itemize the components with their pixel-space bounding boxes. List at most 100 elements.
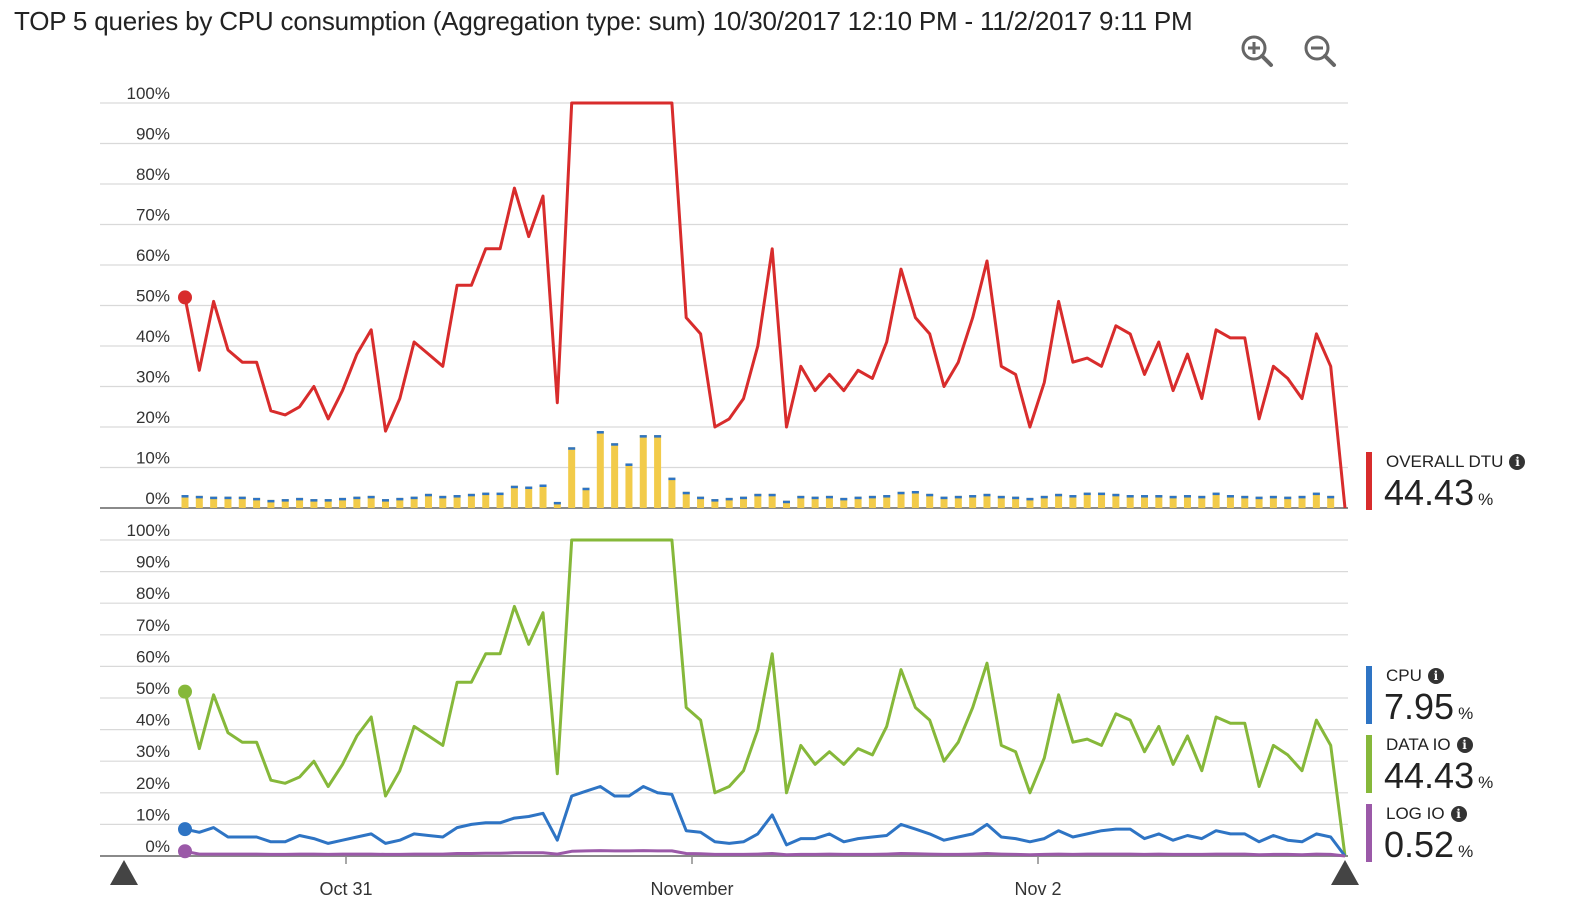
legend-text-data-io: DATA IO (1386, 735, 1451, 754)
bar (883, 495, 891, 508)
y-tick-label: 90% (136, 553, 170, 572)
bar-cap (1198, 495, 1206, 499)
bar-cap (482, 492, 490, 496)
info-icon[interactable]: i (1456, 737, 1473, 753)
bar (854, 496, 862, 508)
bar (983, 493, 991, 508)
bar (467, 493, 475, 508)
bar (424, 493, 432, 508)
y-tick-label: 20% (136, 774, 170, 793)
info-icon[interactable]: i (1427, 668, 1444, 684)
bar (768, 493, 776, 508)
bar (324, 499, 332, 508)
bar (1012, 496, 1020, 508)
bar (396, 497, 404, 508)
bar (1126, 495, 1134, 508)
bar-cap (596, 431, 604, 434)
bar (926, 493, 934, 508)
bar (410, 496, 418, 508)
bar (1040, 495, 1048, 508)
bar (210, 496, 218, 508)
bar (911, 490, 919, 508)
bar-cap (654, 435, 662, 438)
legend-label-overall-dtu: OVERALL DTU i (1386, 452, 1526, 472)
y-tick-label: 50% (136, 679, 170, 698)
bar (1269, 495, 1277, 508)
bottom-panel: 100% 90% 80% 70% 60% 50% 40% 30% 20% 10% 0% Oct 31 N… (100, 521, 1348, 899)
range-start-handle[interactable] (110, 860, 138, 885)
bar-cap (238, 496, 246, 500)
bar-cap (1026, 497, 1034, 501)
bar-cap (453, 495, 461, 498)
bar-cap (381, 499, 389, 502)
bar-cap (281, 499, 289, 502)
range-end-handle[interactable] (1331, 860, 1359, 885)
unit-data-io: % (1478, 773, 1494, 792)
bar (339, 497, 347, 508)
bar (1141, 495, 1149, 508)
bar (1083, 492, 1091, 508)
bar (1169, 495, 1177, 508)
bar (195, 495, 203, 508)
top-panel: 100% 90% 80% 70% 60% 50% 40% 30% 20% 10% 0% (100, 84, 1348, 509)
bar (267, 499, 275, 508)
bar-cap (1155, 495, 1163, 498)
bar-cap (911, 490, 919, 494)
zoom-in-button[interactable] (1240, 34, 1274, 68)
bar (482, 492, 490, 508)
y-tick-label: 0% (145, 489, 170, 508)
legend-value-overall-dtu: 44.43% (1384, 472, 1493, 514)
bar-cap (840, 497, 848, 501)
series-line-log-io (184, 849, 1346, 858)
value-data-io: 44.43 (1384, 755, 1475, 796)
bar (1226, 495, 1234, 508)
y-tick-label: 20% (136, 408, 170, 427)
unit-log-io: % (1458, 842, 1474, 861)
bar-cap (1183, 495, 1191, 498)
bar-cap (997, 495, 1005, 499)
y-tick-label: 30% (136, 742, 170, 761)
y-tick-label: 70% (136, 206, 170, 225)
legend-label-data-io: DATA IO i (1386, 735, 1473, 755)
bar (682, 491, 690, 508)
series-line-overall-dtu (183, 101, 1347, 509)
bar-cap (883, 495, 891, 498)
bar (797, 495, 805, 508)
bar-cap (1083, 492, 1091, 496)
info-icon[interactable]: i (1509, 454, 1526, 470)
y-tick-label: 10% (136, 449, 170, 468)
legend-swatch-data-io (1366, 735, 1372, 793)
bar (969, 495, 977, 508)
bar-cap (1212, 492, 1220, 496)
value-cpu: 7.95 (1384, 686, 1455, 727)
value-overall-dtu: 44.43 (1384, 472, 1475, 513)
info-icon[interactable]: i (1450, 806, 1467, 822)
zoom-out-button[interactable] (1303, 34, 1337, 68)
bar (1155, 495, 1163, 508)
bar-cap (697, 496, 705, 500)
bar-cap (1126, 495, 1134, 498)
bar (811, 496, 819, 508)
bar-cap (868, 495, 876, 499)
bar-cap (1098, 492, 1106, 496)
bar (1284, 496, 1292, 508)
bar-cap (1312, 492, 1320, 496)
bar-cap (1112, 493, 1120, 497)
bar-cap (296, 497, 304, 501)
bar-cap (181, 495, 189, 498)
bar (1255, 496, 1263, 508)
y-tick-label: 100% (127, 84, 170, 103)
bar (553, 501, 561, 508)
bar-cap (825, 495, 833, 499)
bar-cap (926, 493, 934, 497)
bar (1212, 492, 1220, 508)
legend-value-data-io: 44.43% (1384, 755, 1493, 797)
bar (639, 435, 647, 508)
legend-swatch-log-io (1366, 804, 1372, 862)
bar (1026, 497, 1034, 508)
unit-overall-dtu: % (1478, 490, 1494, 509)
bar (868, 495, 876, 508)
bar-cap (940, 496, 948, 500)
bar-cap (1284, 496, 1292, 500)
